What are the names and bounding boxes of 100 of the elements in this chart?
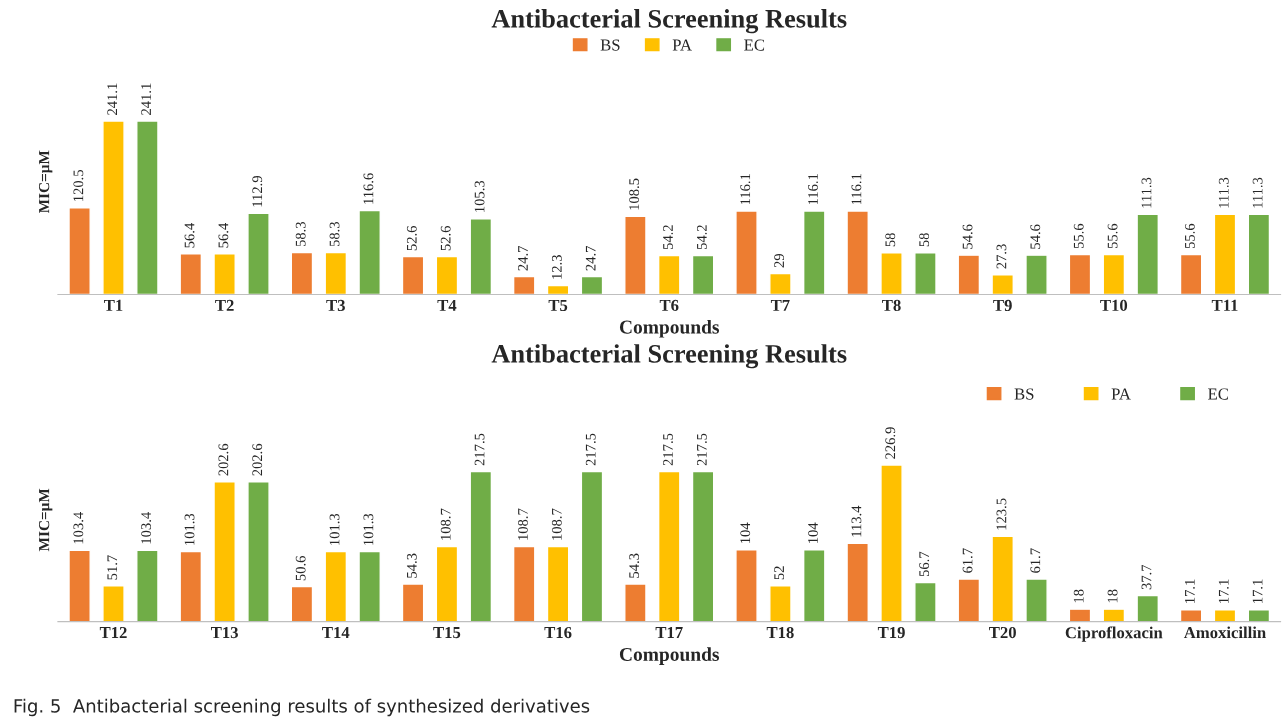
data-label: 101.3 xyxy=(184,513,195,545)
bar xyxy=(1068,253,1092,295)
x-tick-label: T4 xyxy=(437,299,457,311)
bar xyxy=(1213,609,1237,622)
bar xyxy=(846,210,869,295)
bar xyxy=(401,583,425,622)
data-label: 116.1 xyxy=(851,174,862,205)
bar xyxy=(957,254,981,295)
x-tick-label: T1 xyxy=(104,299,123,311)
data-label: 55.6 xyxy=(1107,223,1118,249)
data-label: 52 xyxy=(774,566,785,580)
data-label: 58.3 xyxy=(295,222,306,247)
x-tick-label: T13 xyxy=(211,626,238,639)
data-label: 217.5 xyxy=(696,433,707,466)
bar xyxy=(1068,608,1092,622)
x-axis-title: Compounds xyxy=(619,647,720,665)
data-label: 50.6 xyxy=(295,556,306,581)
data-label: 104 xyxy=(808,522,818,543)
data-label: 123.5 xyxy=(996,498,1007,530)
bar xyxy=(247,212,270,295)
bar xyxy=(179,253,203,295)
data-label: 52.6 xyxy=(440,225,451,251)
bar xyxy=(102,585,125,622)
data-label: 54.6 xyxy=(962,224,973,249)
data-label: 58.3 xyxy=(329,222,340,247)
bar xyxy=(358,209,381,295)
bar xyxy=(324,251,348,295)
data-label: 56.4 xyxy=(184,223,195,248)
bar xyxy=(691,254,715,295)
data-label: 27.3 xyxy=(996,244,1007,269)
legend-label: PA xyxy=(672,39,692,51)
bar xyxy=(435,545,459,622)
bar xyxy=(469,470,493,622)
data-label: 112.9 xyxy=(252,176,263,207)
data-label: 24.7 xyxy=(585,246,596,271)
bar xyxy=(324,550,348,622)
bar xyxy=(580,470,604,622)
x-tick-label: T2 xyxy=(215,299,234,311)
bar xyxy=(880,252,903,295)
data-label: 54.6 xyxy=(1030,224,1041,249)
x-tick-label: T20 xyxy=(989,626,1016,639)
bar xyxy=(546,545,570,622)
data-label: 58 xyxy=(919,233,930,247)
bar xyxy=(290,251,314,295)
bar xyxy=(1136,213,1159,295)
x-tick-label: T16 xyxy=(544,626,572,639)
bar xyxy=(802,549,826,622)
data-label: 108.7 xyxy=(440,508,451,540)
bar xyxy=(769,272,792,295)
data-label: 113.4 xyxy=(851,505,862,537)
data-label: 104 xyxy=(740,522,751,543)
data-label: 56.7 xyxy=(919,551,930,577)
bar xyxy=(435,255,459,295)
data-label: 101.3 xyxy=(329,513,340,545)
bar xyxy=(512,275,536,295)
bar xyxy=(802,210,826,295)
data-label: 29 xyxy=(774,254,785,268)
bar xyxy=(1102,253,1126,295)
x-tick-label: T10 xyxy=(1100,299,1128,312)
data-label: 103.4 xyxy=(141,512,152,544)
bar xyxy=(1213,213,1237,295)
bar xyxy=(136,549,159,622)
bar xyxy=(846,542,869,622)
data-label: 108.7 xyxy=(518,508,528,540)
x-tick-label: T19 xyxy=(877,626,905,639)
bar xyxy=(68,549,91,622)
data-label: 108.7 xyxy=(551,508,562,540)
data-label: 241.1 xyxy=(107,83,118,115)
x-tick-label: T6 xyxy=(659,299,679,312)
legend-label: EC xyxy=(744,39,765,51)
bar xyxy=(769,585,792,622)
bar xyxy=(914,581,937,622)
data-label: 116.1 xyxy=(808,174,818,205)
data-label: 202.6 xyxy=(252,443,263,476)
bar xyxy=(1179,609,1203,622)
caption: Fig. 5 Antibacterial screening results of synthesized derivatives xyxy=(14,698,590,717)
bar xyxy=(1025,578,1048,622)
bar xyxy=(512,545,536,622)
bar xyxy=(735,549,758,622)
x-axis-title: Compounds xyxy=(619,319,720,338)
bar xyxy=(213,481,236,622)
data-label: 116.6 xyxy=(363,173,374,204)
bar xyxy=(179,550,203,622)
bar xyxy=(991,535,1014,622)
bar xyxy=(624,215,647,295)
data-label: 17.1 xyxy=(1185,579,1195,603)
x-tick-label: T9 xyxy=(993,299,1012,312)
bar xyxy=(735,210,758,295)
data-label: 52.6 xyxy=(406,225,417,251)
x-tick-label: T18 xyxy=(766,626,794,639)
chart-title: Antibacterial Screening Results xyxy=(491,344,847,369)
bar xyxy=(914,252,937,295)
bar xyxy=(68,207,91,295)
data-label: 24.7 xyxy=(518,246,528,271)
data-label: 12.3 xyxy=(551,255,562,279)
bar xyxy=(1025,254,1048,295)
data-label: 18 xyxy=(1107,589,1118,603)
x-tick-label: T7 xyxy=(770,299,790,311)
data-label: 103.4 xyxy=(73,512,84,544)
bar xyxy=(247,481,270,622)
